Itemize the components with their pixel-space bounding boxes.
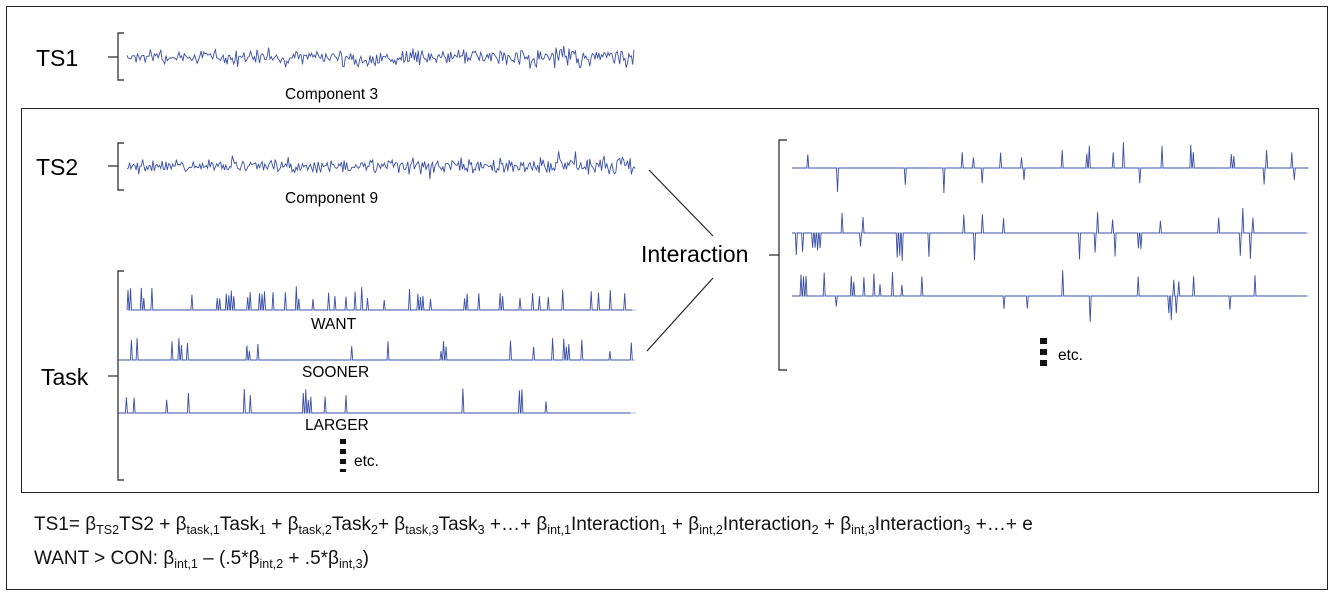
model-equation: TS1= βTS2TS2 + βtask,1Task1 + βtask,2Tas…: [34, 514, 1033, 536]
connector-task-interaction: [647, 278, 713, 351]
want-signal: [127, 286, 632, 310]
interaction1-signal: [792, 142, 1308, 193]
larger-signal: [117, 389, 631, 414]
component9-label: Component 9: [285, 190, 378, 207]
interaction2-signal: [792, 208, 1306, 261]
contrast-equation: WANT > CON: βint,1 – (.5*βint,2 + .5*βin…: [34, 548, 369, 570]
ts1-signal: [127, 46, 634, 69]
ts2-bracket: [118, 143, 124, 190]
larger-label: LARGER: [305, 417, 369, 434]
ts1-bracket: [118, 33, 124, 80]
task-ellipsis-icon: [340, 439, 346, 472]
interaction-etc-label: etc.: [1058, 347, 1083, 364]
connector-ts2-interaction: [649, 170, 713, 236]
ts2-label: TS2: [36, 154, 78, 180]
interaction-label: Interaction: [641, 241, 748, 267]
task-label: Task: [41, 364, 89, 390]
ts1-label: TS1: [36, 45, 78, 71]
want-label: WANT: [311, 316, 357, 333]
sooner-label: SOONER: [302, 364, 369, 381]
interaction-ellipsis-icon: [1040, 338, 1047, 366]
interaction-bracket: [779, 140, 787, 370]
component3-label: Component 3: [285, 86, 378, 103]
ts2-signal: [127, 151, 635, 179]
sooner-signal: [117, 338, 633, 360]
task-etc-label: etc.: [354, 453, 379, 470]
task-bracket: [118, 271, 124, 480]
